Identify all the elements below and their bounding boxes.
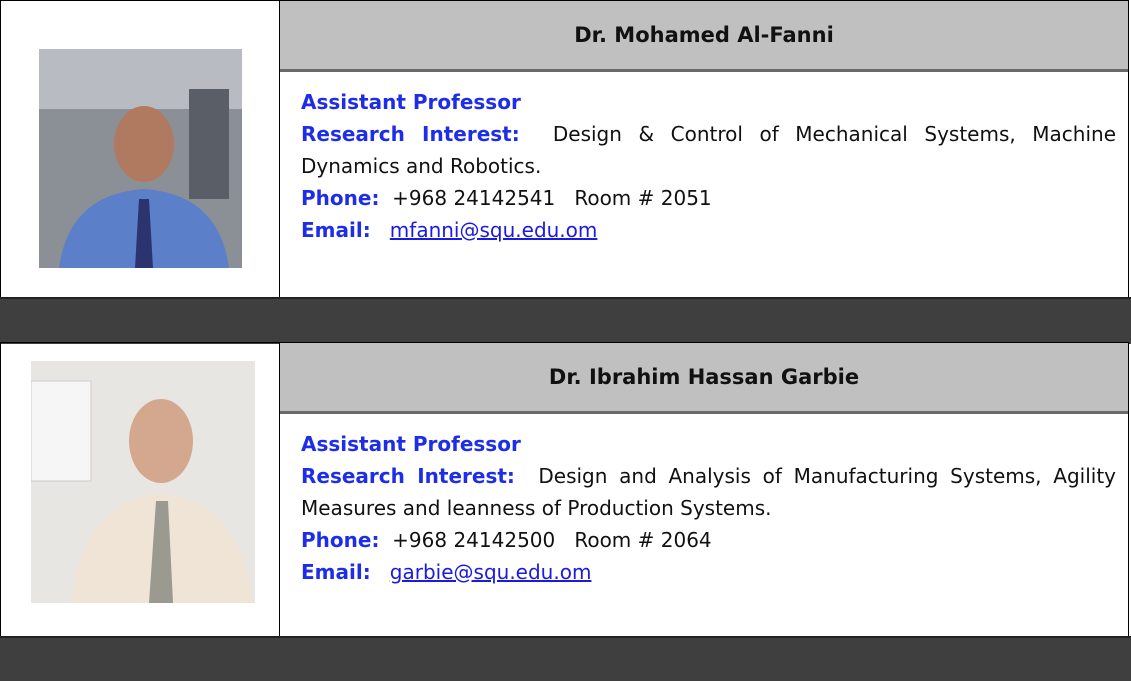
phone-label: Phone:	[301, 528, 380, 552]
email-line: Email: mfanni@squ.edu.om	[301, 214, 1116, 246]
email-label: Email:	[301, 218, 371, 242]
details: Assistant Professor Research Interest: D…	[280, 72, 1128, 246]
person-title: Assistant Professor	[301, 90, 521, 114]
research-label: Research Interest:	[301, 464, 515, 488]
separator	[0, 297, 1131, 344]
research: Research Interest: Design & Control of M…	[301, 118, 1116, 182]
phone: +968 24142541	[392, 186, 556, 210]
details: Assistant Professor Research Interest: D…	[280, 414, 1128, 588]
person-name: Dr. Ibrahim Hassan Garbie	[280, 343, 1128, 414]
research-label: Research Interest:	[301, 122, 520, 146]
phone-line: Phone: +968 24142541 Room # 2051	[301, 182, 1116, 214]
person-row: Dr. Ibrahim Hassan Garbie Assistant Prof…	[0, 342, 1129, 637]
research-text: Design and Analysis of Manufacturing Sys…	[301, 464, 1116, 520]
info-cell: Dr. Mohamed Al-Fanni Assistant Professor…	[280, 1, 1128, 297]
phone-label: Phone:	[301, 186, 380, 210]
email-line: Email: garbie@squ.edu.om	[301, 556, 1116, 588]
person-row: Dr. Mohamed Al-Fanni Assistant Professor…	[0, 0, 1129, 298]
email-label: Email:	[301, 560, 371, 584]
phone: +968 24142500	[392, 528, 556, 552]
photo-cell	[1, 343, 280, 636]
email-link[interactable]: mfanni@squ.edu.om	[389, 218, 598, 242]
photo	[39, 49, 242, 268]
photo	[31, 361, 255, 603]
photo-cell	[1, 1, 280, 297]
info-cell: Dr. Ibrahim Hassan Garbie Assistant Prof…	[280, 343, 1128, 636]
research-text: Design & Control of Mechanical Systems, …	[301, 122, 1116, 178]
person-name: Dr. Mohamed Al-Fanni	[280, 1, 1128, 72]
phone-line: Phone: +968 24142500 Room # 2064	[301, 524, 1116, 556]
separator	[0, 636, 1131, 681]
research: Research Interest: Design and Analysis o…	[301, 460, 1116, 524]
room: Room # 2051	[574, 186, 712, 210]
room: Room # 2064	[574, 528, 712, 552]
email-link[interactable]: garbie@squ.edu.om	[389, 560, 592, 584]
person-title: Assistant Professor	[301, 432, 521, 456]
